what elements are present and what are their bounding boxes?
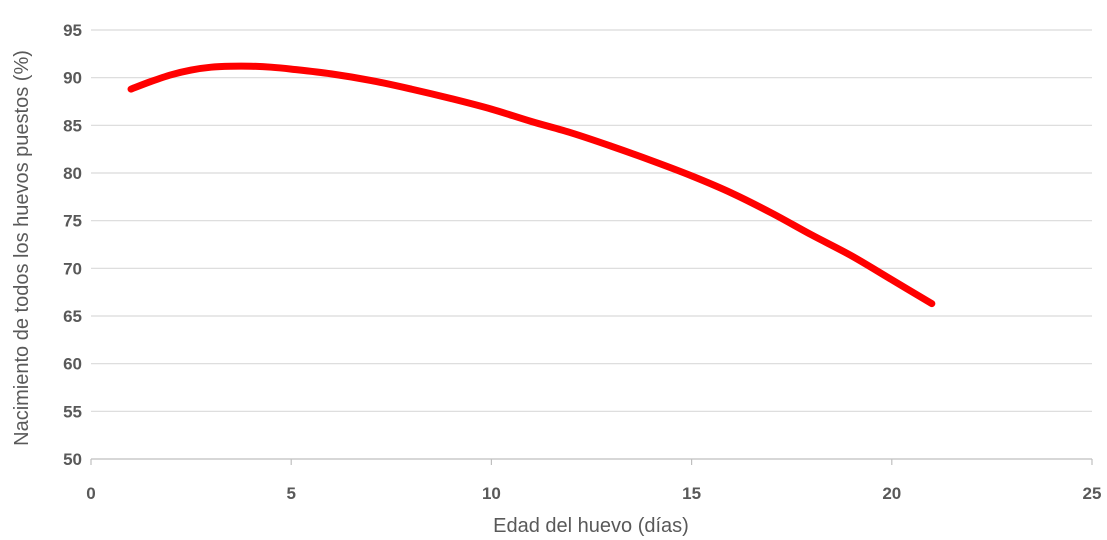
x-tick-label-25: 25 bbox=[1083, 484, 1102, 503]
y-tick-label-90: 90 bbox=[63, 69, 82, 88]
x-tick-label-0: 0 bbox=[86, 484, 95, 503]
y-tick-label-85: 85 bbox=[63, 116, 82, 135]
x-tick-label-10: 10 bbox=[482, 484, 501, 503]
series-line-1 bbox=[127, 62, 936, 308]
y-tick-label-95: 95 bbox=[63, 21, 82, 40]
x-tick-label-5: 5 bbox=[286, 484, 295, 503]
y-tick-label-80: 80 bbox=[63, 164, 82, 183]
y-tick-label-50: 50 bbox=[63, 450, 82, 469]
axes bbox=[90, 458, 1093, 465]
series-layer bbox=[127, 62, 936, 308]
y-tick-label-55: 55 bbox=[63, 402, 82, 421]
y-tick-label-70: 70 bbox=[63, 259, 82, 278]
x-tick-label-20: 20 bbox=[882, 484, 901, 503]
x-tick-labels: 0 5 10 15 20 25 bbox=[86, 484, 1101, 503]
y-tick-label-75: 75 bbox=[63, 212, 82, 231]
gridlines bbox=[91, 29, 1092, 412]
x-tick-label-15: 15 bbox=[682, 484, 701, 503]
y-tick-label-65: 65 bbox=[63, 307, 82, 326]
y-tick-labels: 50 55 60 65 70 75 80 85 90 95 bbox=[63, 21, 82, 469]
y-tick-label-60: 60 bbox=[63, 355, 82, 374]
y-axis-title: Nacimiento de todos los huevos puestos (… bbox=[11, 50, 33, 446]
x-axis-title: Edad del huevo (días) bbox=[493, 515, 689, 537]
